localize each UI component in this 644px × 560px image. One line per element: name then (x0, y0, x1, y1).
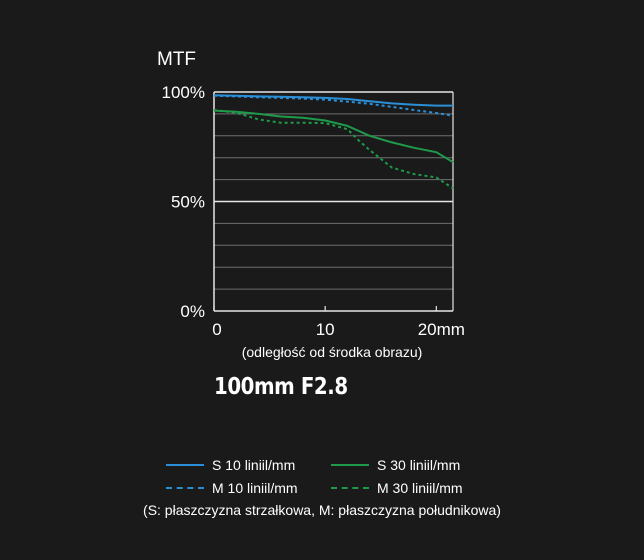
x-tick-label: 0 (212, 320, 221, 339)
gridlines (214, 91, 453, 312)
series-line-1 (213, 94, 454, 117)
legend-item-s10: S 10 liniil/mm (166, 456, 295, 474)
chart-title: MTF (157, 49, 196, 70)
y-tick-labels: 0% 50% 100% (162, 83, 205, 321)
legend-item-s30: S 30 liniil/mm (331, 456, 460, 474)
series-line-0 (213, 94, 453, 107)
legend-swatch-s10 (166, 464, 204, 466)
legend-swatch-s30 (331, 464, 369, 466)
y-tick-label: 0% (180, 302, 205, 321)
axes (213, 92, 454, 312)
series-line-3 (213, 109, 454, 190)
legend-label-s10: S 10 liniil/mm (212, 457, 296, 473)
legend-swatch-m10 (166, 487, 204, 489)
y-tick-label: 100% (162, 83, 205, 102)
x-tick-label: 10 (316, 320, 335, 339)
series-line-2 (213, 109, 454, 163)
y-tick-label: 50% (171, 193, 205, 212)
x-axis-label: (odległość od środka obrazu) (242, 344, 423, 360)
x-tick-labels: 0 10 20mm (212, 320, 465, 339)
lens-title: 100mm F2.8 (214, 374, 348, 400)
series-lines (213, 94, 454, 190)
legend-item-m30: M 30 liniil/mm (331, 479, 463, 497)
legend-swatch-m30 (331, 487, 369, 489)
legend-item-m10: M 10 liniil/mm (166, 479, 298, 497)
legend-label-m10: M 10 liniil/mm (212, 480, 298, 496)
legend-note: (S: płaszczyzna strzałkowa, M: płaszczyz… (143, 502, 501, 518)
legend-label-m30: M 30 liniil/mm (377, 480, 463, 496)
legend-label-s30: S 30 liniil/mm (377, 457, 461, 473)
x-tick-label: 20mm (418, 320, 465, 339)
